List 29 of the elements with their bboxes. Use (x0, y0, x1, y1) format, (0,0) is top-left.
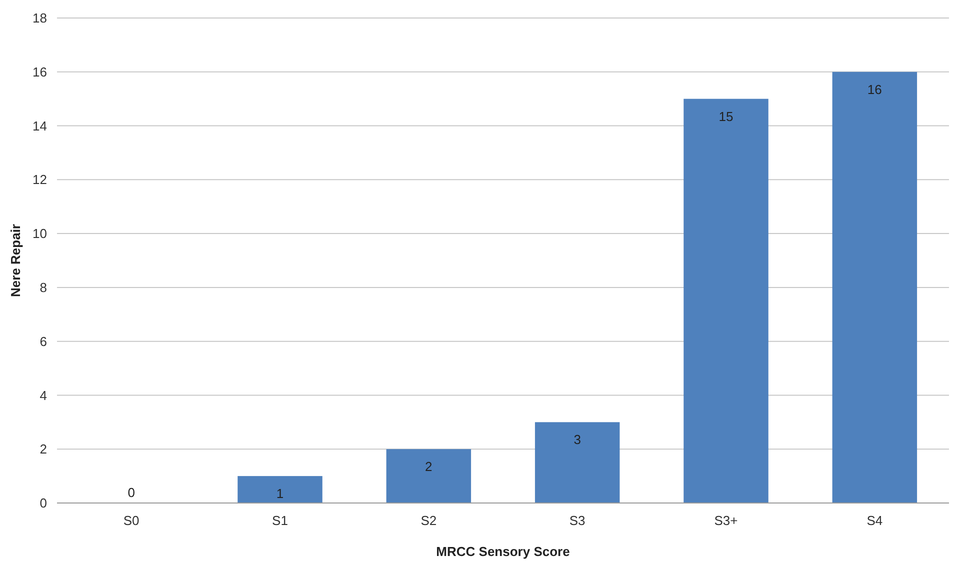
bar (832, 72, 918, 503)
y-tick-label: 6 (40, 334, 47, 349)
x-tick-label: S1 (272, 513, 288, 528)
x-tick-label: S0 (123, 513, 140, 528)
y-tick-label: 4 (40, 388, 47, 403)
y-tick-label: 2 (40, 442, 47, 457)
data-label: 0 (128, 485, 135, 500)
y-axis-title: Nere Repair (8, 224, 23, 297)
y-tick-label: 18 (32, 10, 47, 26)
bar (386, 449, 472, 503)
data-label: 2 (425, 459, 432, 474)
y-tick-label: 8 (40, 280, 47, 295)
data-label: 15 (718, 108, 734, 124)
x-tick-label: S3 (569, 513, 586, 528)
bar (684, 98, 768, 503)
x-tick-label: S4 (866, 513, 883, 528)
x-axis-title: MRCC Sensory Score (436, 544, 570, 559)
x-tick-label: S3+ (714, 513, 738, 528)
data-label: 3 (574, 432, 581, 448)
bar (534, 422, 620, 503)
y-tick-label: 12 (32, 172, 47, 188)
bar (238, 476, 322, 503)
y-tick-label: 16 (32, 64, 47, 80)
x-tick-label: S2 (420, 513, 437, 528)
data-label: 1 (276, 486, 284, 502)
y-tick-label: 14 (32, 118, 47, 134)
data-label: 16 (867, 82, 882, 97)
y-tick-label: 10 (32, 226, 47, 242)
y-tick-label: 0 (40, 496, 47, 511)
